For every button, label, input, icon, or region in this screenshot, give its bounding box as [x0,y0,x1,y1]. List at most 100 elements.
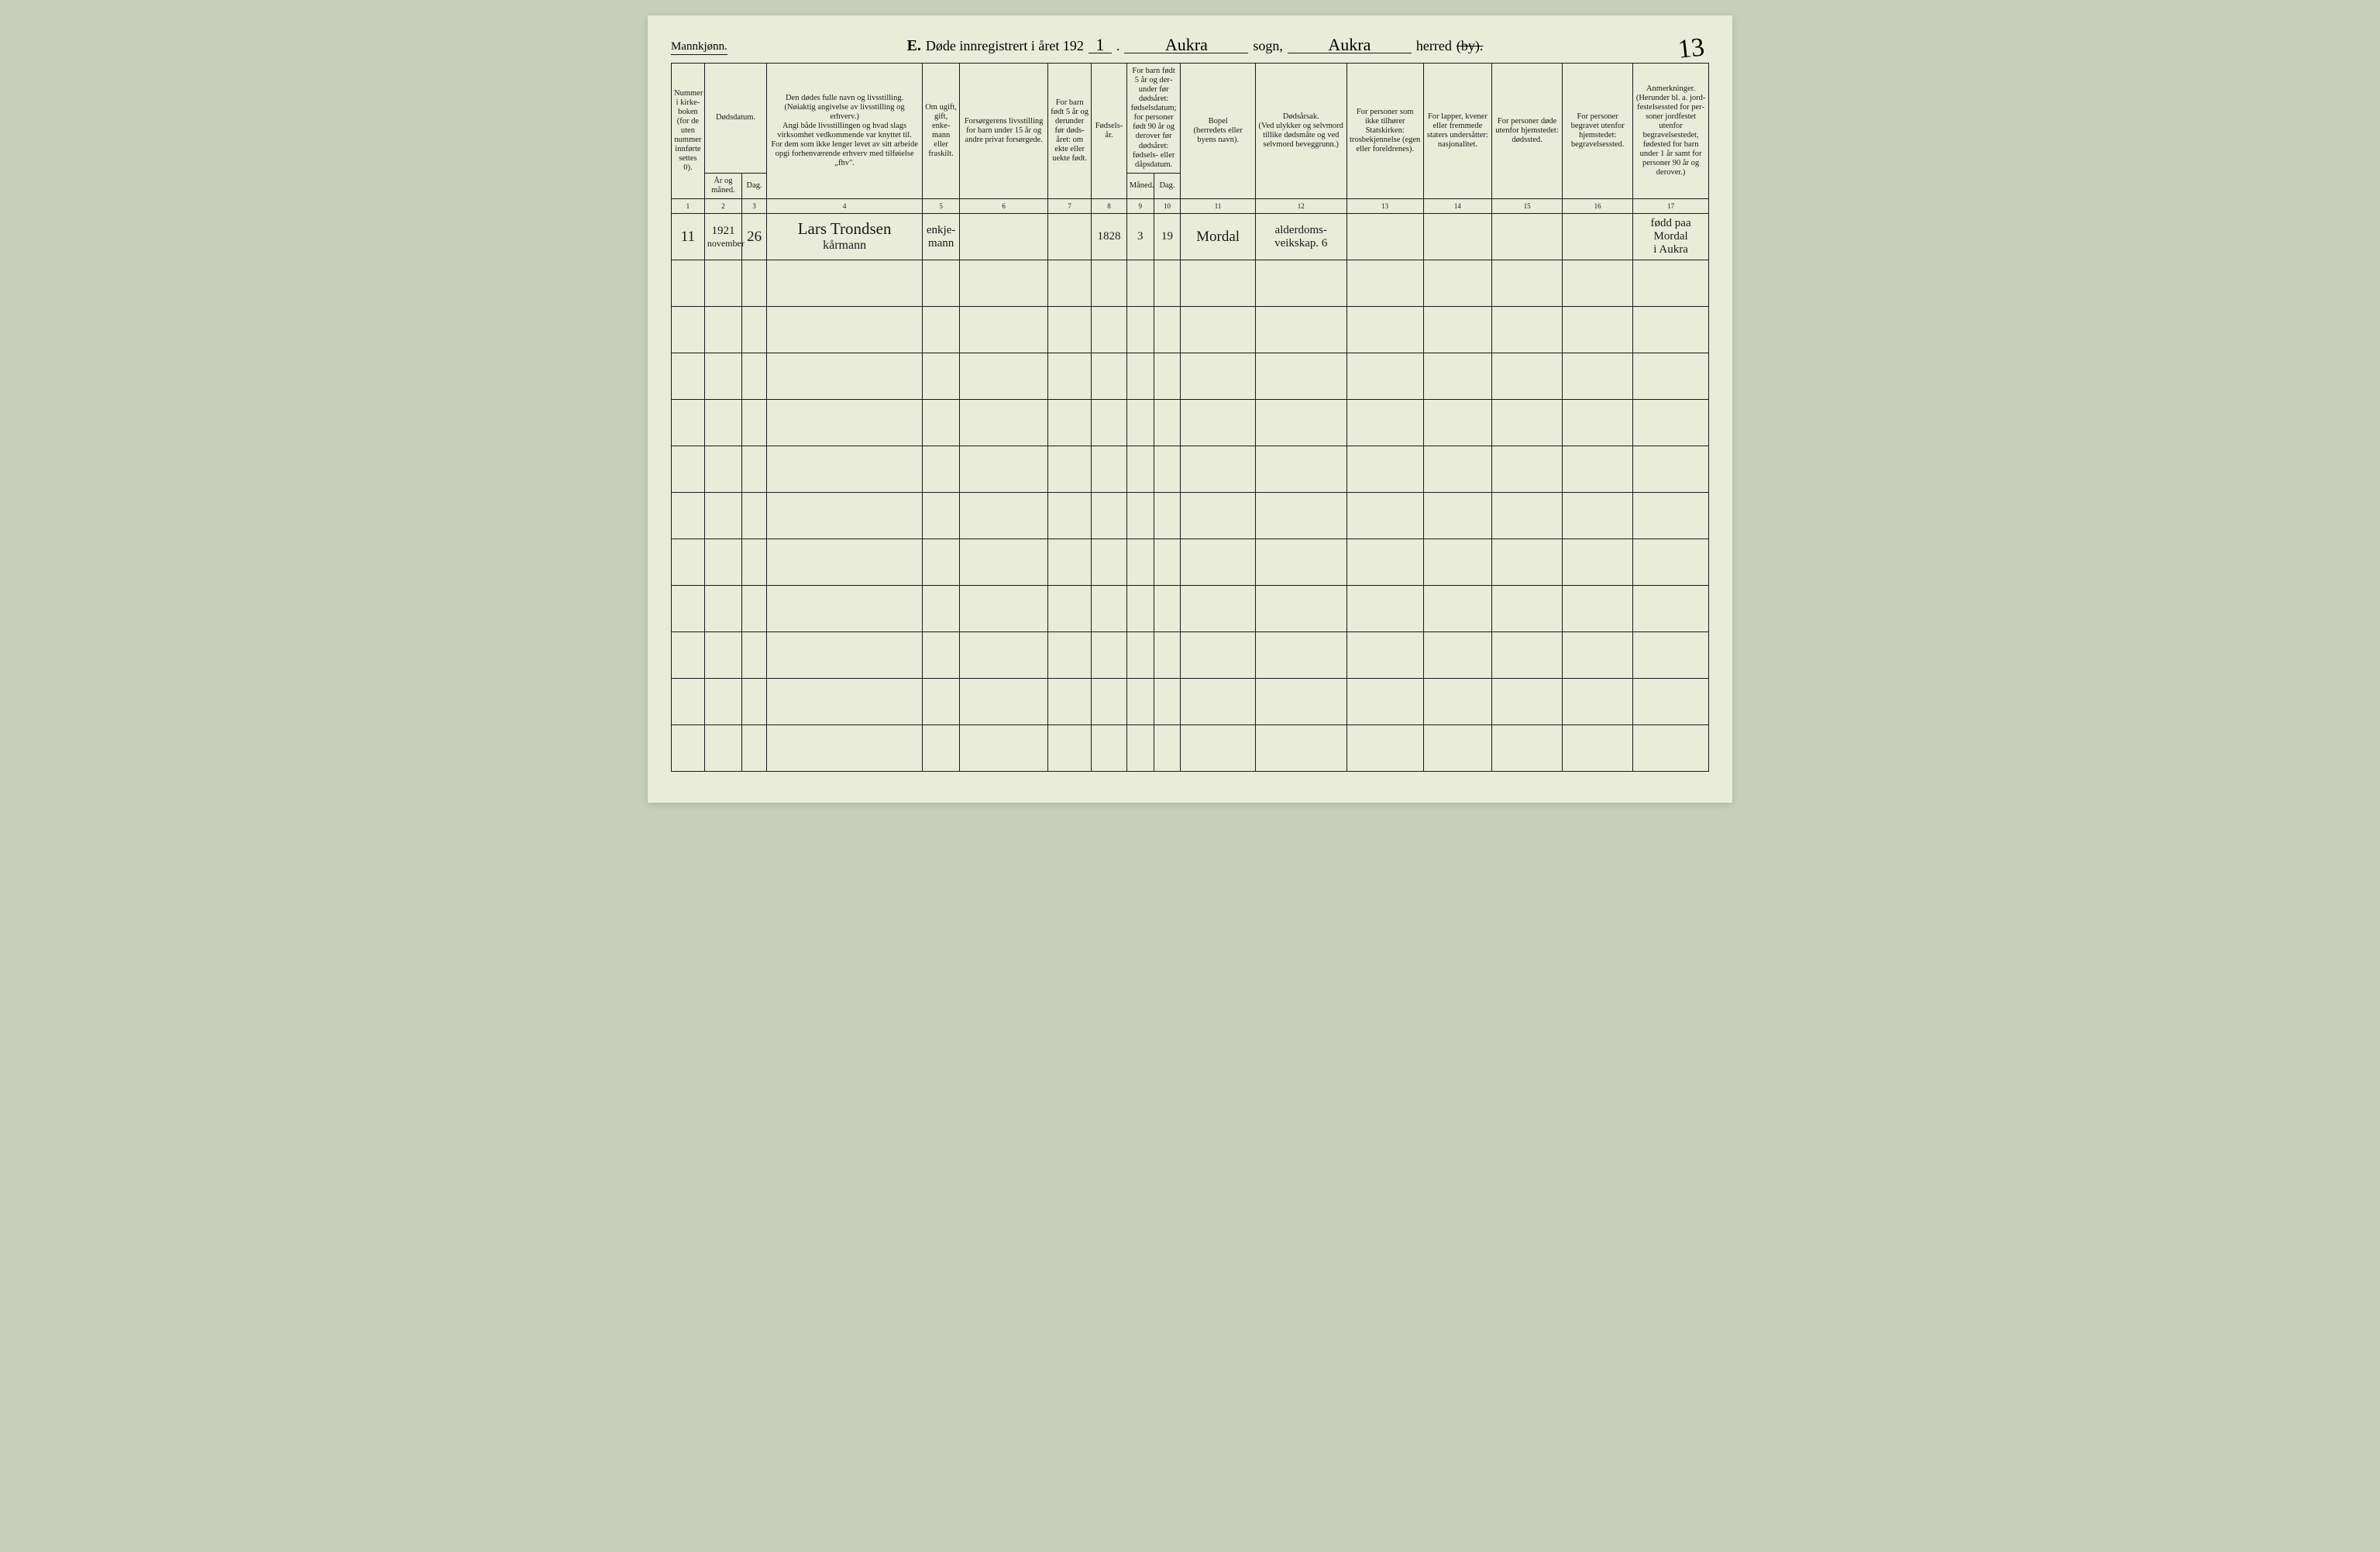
col-header-birth-day: Dag. [1154,173,1181,198]
deceased-occupation: kårmann [769,239,920,253]
remarks-line3: i Aukra [1635,243,1706,256]
table-row [672,260,1709,307]
col-header-provider: Forsørgerens livsstilling for barn under… [960,64,1048,199]
herred-label: herred [1416,38,1452,54]
table-header: Nummer i kirke­boken (for de uten nummer… [672,64,1709,214]
birth-day: 19 [1161,230,1173,243]
birth-year: 1828 [1098,230,1121,243]
cell-faith [1346,214,1423,260]
year-suffix: 1 [1089,37,1112,53]
cell-name: Lars Trondsen kårmann [767,214,923,260]
table-row [672,400,1709,446]
column-index-row: 1 2 3 4 5 6 7 8 9 10 11 12 13 14 15 16 1… [672,198,1709,213]
header-row: Mannkjønn. E. Døde innregistrert i året … [671,37,1709,55]
col-header-child-legit: For barn født 5 år og derunder før døds­… [1048,64,1092,199]
sogn-value: Aukra [1124,37,1248,53]
col-idx: 14 [1423,198,1491,213]
table-row: 11 1921 november 26 Lars Trondsen kårman… [672,214,1709,260]
cell-remarks: fødd paa Mordal i Aukra [1633,214,1709,260]
cause-line2: veikskap. 6 [1258,237,1344,250]
marital-line1: enkje- [925,224,957,237]
col-header-num: Nummer i kirke­boken (for de uten nummer… [672,64,705,199]
cell-num: 11 [672,214,705,260]
deceased-name: Lars Trondsen [769,221,920,237]
cell-birthyear: 1828 [1092,214,1127,260]
col-header-name: Den dødes fulle navn og livsstilling. (N… [767,64,923,199]
entry-number: 11 [681,229,695,245]
herred-value: Aukra [1288,37,1412,53]
table-row [672,632,1709,679]
table-row [672,353,1709,400]
title-period: . [1116,38,1120,54]
cell-nationality [1423,214,1491,260]
cell-residence: Mordal [1181,214,1255,260]
death-day: 26 [747,229,762,245]
herred-struck: (by). [1457,38,1484,54]
col-header-cause: Dødsårsak. (Ved ulykker og selv­mord til… [1255,64,1346,199]
col-idx: 9 [1126,198,1154,213]
col-idx: 15 [1492,198,1563,213]
col-header-remarks: Anmerkninger. (Herunder bl. a. jord­fest… [1633,64,1709,199]
col-idx: 16 [1563,198,1633,213]
cell-birthmonth: 3 [1126,214,1154,260]
table-row [672,679,1709,725]
col-header-nationality: For lapper, kvener eller fremmede stater… [1423,64,1491,199]
cell-cause: alderdoms- veikskap. 6 [1255,214,1346,260]
cell-provider [960,214,1048,260]
col-idx: 6 [960,198,1048,213]
birth-month: 3 [1137,230,1144,243]
cell-child-legit [1048,214,1092,260]
col-header-day: Dag. [742,173,767,198]
col-idx: 17 [1633,198,1709,213]
col-idx: 2 [704,198,741,213]
col-header-marital: Om ugift, gift, enke­mann eller fraskilt… [923,64,960,199]
cell-marital: enkje- mann [923,214,960,260]
table-row [672,586,1709,632]
col-header-deathdate-group: Dødsdatum. [704,64,766,174]
col-idx: 12 [1255,198,1346,213]
remarks-line2: Mordal [1635,230,1706,243]
sogn-label: sogn, [1253,38,1283,54]
page-number-handwritten: 13 [1677,33,1706,64]
marital-line2: mann [925,237,957,250]
title-prefix: Døde innregistrert i året 192 [926,38,1084,54]
table-row [672,539,1709,586]
col-idx: 10 [1154,198,1181,213]
cell-yearmonth: 1921 november [704,214,741,260]
col-idx: 7 [1048,198,1092,213]
col-header-birthyear: Fødsels­år. [1092,64,1127,199]
remarks-line1: fødd paa [1635,217,1706,230]
residence: Mordal [1196,229,1240,245]
gender-label: Mannkjønn. [671,40,727,55]
table-row [672,446,1709,493]
cell-day: 26 [742,214,767,260]
col-header-birthdate-group: For barn født 5 år og der­under før døds… [1126,64,1181,174]
table-row [672,725,1709,772]
col-header-burialplace: For personer begravet utenfor hjemstedet… [1563,64,1633,199]
col-header-yearmonth: År og måned. [704,173,741,198]
col-idx: 3 [742,198,767,213]
table-row [672,493,1709,539]
col-idx: 11 [1181,198,1255,213]
cell-burialplace [1563,214,1633,260]
death-register-table: Nummer i kirke­boken (for de uten nummer… [671,63,1709,772]
cell-birthday: 19 [1154,214,1181,260]
col-idx: 5 [923,198,960,213]
section-letter: E. [907,37,921,55]
death-year: 1921 [707,225,739,238]
death-month: november [707,238,739,249]
col-header-faith: For personer som ikke tilhører Statskirk… [1346,64,1423,199]
register-page: 13 Mannkjønn. E. Døde innregistrert i år… [648,15,1732,803]
col-idx: 1 [672,198,705,213]
col-header-deathplace: For personer døde utenfor hjemstedet: dø… [1492,64,1563,199]
col-idx: 13 [1346,198,1423,213]
cause-line1: alderdoms- [1258,224,1344,237]
title-line: E. Døde innregistrert i året 192 1 . Aukr… [738,37,1652,55]
col-idx: 8 [1092,198,1127,213]
cell-deathplace [1492,214,1563,260]
table-row [672,307,1709,353]
col-idx: 4 [767,198,923,213]
table-body: 11 1921 november 26 Lars Trondsen kårman… [672,214,1709,772]
col-header-residence: Bopel (herredets eller byens navn). [1181,64,1255,199]
col-header-birth-month: Måned. [1126,173,1154,198]
